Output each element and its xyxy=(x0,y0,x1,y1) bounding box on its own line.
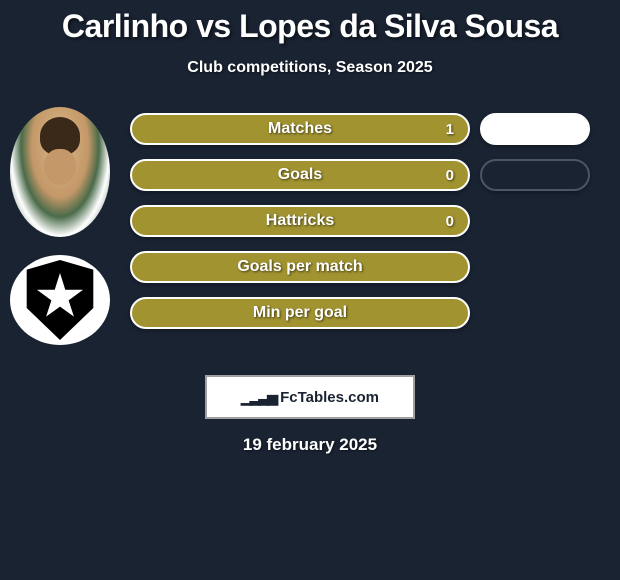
brand-badge[interactable]: ▁▂▃▅ FcTables.com xyxy=(205,375,415,419)
player-avatar xyxy=(10,107,110,237)
stat-row: Min per goal xyxy=(130,297,610,329)
stat-row: Goals 0 xyxy=(130,159,610,191)
stats-bars: Matches 1 Goals 0 Hattricks 0 Goals per … xyxy=(130,107,610,345)
stat-bar-mpg: Min per goal xyxy=(130,297,470,329)
avatars-column xyxy=(10,107,130,345)
club-avatar xyxy=(10,255,110,345)
stat-bar-matches: Matches 1 xyxy=(130,113,470,145)
stat-label: Hattricks xyxy=(266,212,334,230)
star-icon xyxy=(36,273,84,321)
stat-bar-gpm: Goals per match xyxy=(130,251,470,283)
stat-right-blank xyxy=(480,113,590,145)
stat-label: Min per goal xyxy=(253,304,347,322)
stat-row: Goals per match xyxy=(130,251,610,283)
stat-label: Goals per match xyxy=(237,258,362,276)
club-shield-icon xyxy=(23,260,97,340)
chart-icon: ▁▂▃▅ xyxy=(241,389,276,406)
stat-bar-hattricks: Hattricks 0 xyxy=(130,205,470,237)
stat-value: 0 xyxy=(446,167,454,184)
brand-text: FcTables.com xyxy=(280,389,379,406)
content-area: Matches 1 Goals 0 Hattricks 0 Goals per … xyxy=(0,107,620,345)
stat-bar-goals: Goals 0 xyxy=(130,159,470,191)
page-title: Carlinho vs Lopes da Silva Sousa xyxy=(0,0,620,45)
stat-value: 1 xyxy=(446,121,454,138)
footer-date: 19 february 2025 xyxy=(0,435,620,455)
stat-right-dark xyxy=(480,159,590,191)
stat-value: 0 xyxy=(446,213,454,230)
stat-label: Matches xyxy=(268,120,332,138)
stat-row: Matches 1 xyxy=(130,113,610,145)
stat-label: Goals xyxy=(278,166,322,184)
stat-row: Hattricks 0 xyxy=(130,205,610,237)
subtitle: Club competitions, Season 2025 xyxy=(0,59,620,77)
